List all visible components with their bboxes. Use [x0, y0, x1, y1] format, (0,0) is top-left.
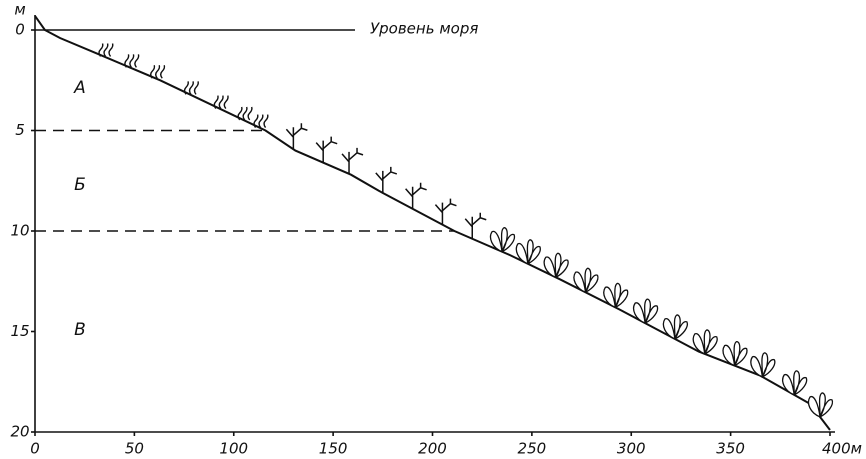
plant — [489, 227, 516, 253]
plant — [124, 54, 140, 68]
sea-level-label: Уровень моря — [370, 20, 478, 38]
x-tick-label: 250 — [518, 440, 547, 458]
x-tick-label: 200 — [418, 440, 447, 458]
x-tick-label: 150 — [319, 440, 348, 458]
plant — [150, 65, 166, 79]
y-tick-label: 20 — [10, 423, 29, 441]
zone-label: А — [73, 78, 86, 98]
plant — [515, 239, 541, 265]
plant — [315, 136, 338, 163]
plant — [573, 267, 599, 293]
y-tick-label: 10 — [10, 222, 29, 240]
plant — [543, 252, 569, 278]
plant — [237, 106, 253, 121]
plant — [375, 166, 398, 193]
plant — [253, 114, 269, 128]
x-tick-label: 300 — [617, 440, 646, 458]
plant — [603, 282, 629, 308]
plant — [692, 329, 718, 355]
plant — [285, 123, 308, 150]
y-tick-label: 15 — [10, 322, 29, 340]
plant — [750, 352, 776, 378]
plant — [98, 43, 114, 57]
x-tick-label: 400м — [822, 440, 862, 458]
x-tick-label: 350 — [716, 440, 745, 458]
plant — [632, 298, 659, 324]
plant — [341, 147, 364, 174]
y-tick-label: 0 — [15, 21, 25, 39]
plant — [722, 340, 748, 367]
zone-label: Б — [74, 175, 86, 195]
y-axis-label: м — [14, 1, 25, 19]
plant — [782, 370, 808, 396]
plant — [405, 182, 427, 209]
y-tick-label: 5 — [15, 121, 25, 139]
plant — [183, 81, 199, 95]
plant — [464, 212, 487, 239]
seabed-profile — [34, 15, 831, 431]
x-tick-label: 50 — [125, 440, 144, 458]
plant — [807, 392, 834, 418]
plant — [434, 198, 457, 225]
x-tick-label: 100 — [219, 440, 248, 458]
plant — [662, 314, 689, 340]
plant — [213, 95, 229, 110]
zone-label: В — [74, 320, 86, 340]
x-tick-label: 0 — [30, 440, 40, 458]
